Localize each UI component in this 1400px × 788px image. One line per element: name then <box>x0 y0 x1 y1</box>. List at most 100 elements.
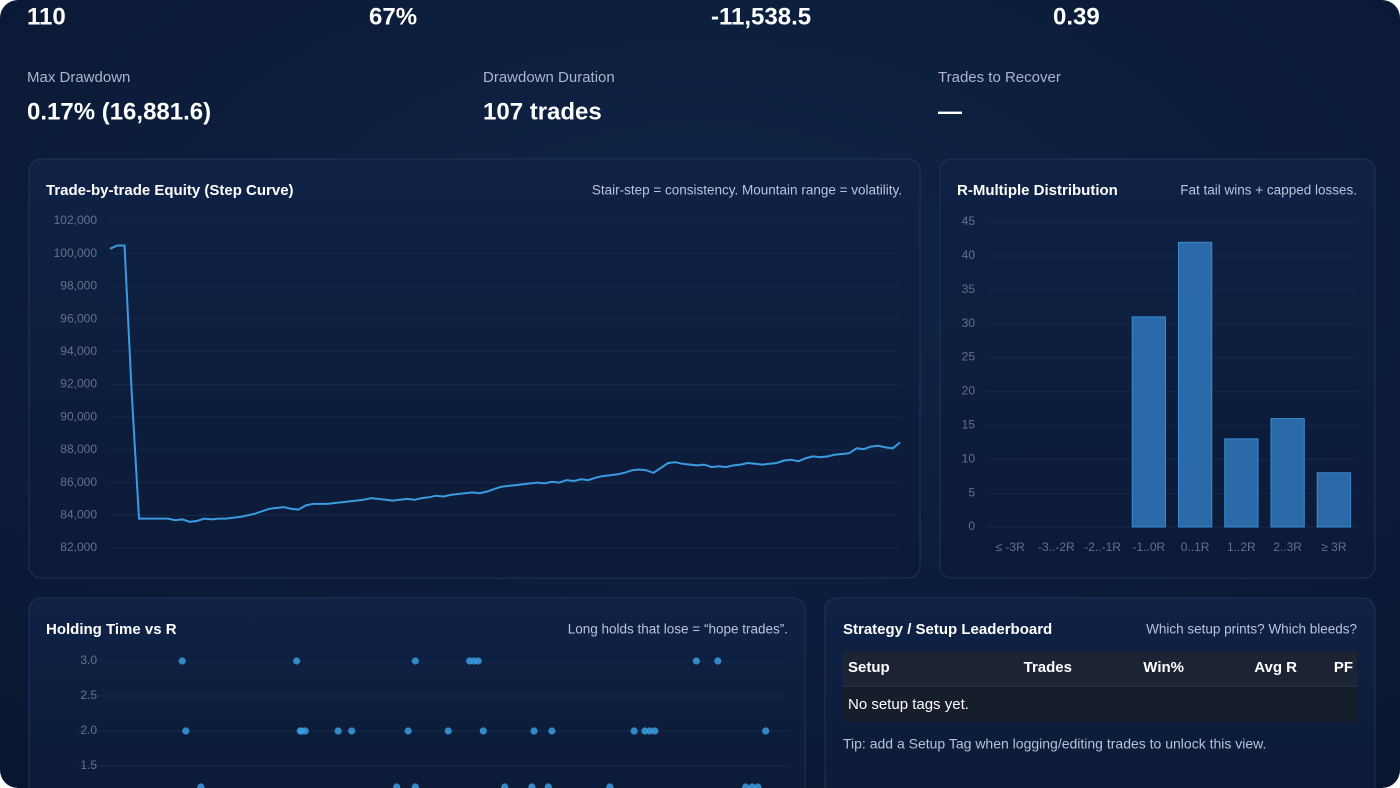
y-tick-label: 0 <box>968 519 975 533</box>
bar <box>1316 472 1352 528</box>
table-row <box>843 686 1357 722</box>
stat-value: -11,538.5 <box>711 3 811 30</box>
point <box>404 727 412 735</box>
chart-title: R-Multiple Distribution <box>957 182 1118 199</box>
point <box>714 657 722 665</box>
column-header: PF <box>1334 659 1353 676</box>
y-tick-label: 5 <box>968 485 975 499</box>
point <box>444 727 452 735</box>
stat-value: 107 trades <box>483 98 602 125</box>
y-tick-label: 2.5 <box>80 688 97 702</box>
chart-title: Trade-by-trade Equity (Step Curve) <box>46 182 294 199</box>
y-tick-label: 96,000 <box>60 311 97 325</box>
table-subtitle: Which setup prints? Which bleeds? <box>1146 622 1357 637</box>
stat-label: Trades to Recover <box>938 69 1061 86</box>
panel <box>28 158 921 579</box>
y-tick-label: 3.0 <box>80 653 97 667</box>
x-tick-label: -1..0R <box>1133 540 1166 554</box>
y-tick-label: 25 <box>962 350 976 364</box>
y-tick-label: 86,000 <box>60 475 97 489</box>
point <box>544 783 552 788</box>
y-tick-label: 98,000 <box>60 279 97 293</box>
point <box>197 783 205 788</box>
point <box>630 727 638 735</box>
y-tick-label: 92,000 <box>60 377 97 391</box>
point <box>742 783 750 788</box>
bar <box>1131 316 1167 528</box>
column-header: Win% <box>1143 659 1184 676</box>
column-header: Avg R <box>1254 659 1297 676</box>
y-tick-label: 82,000 <box>60 540 97 554</box>
point <box>692 657 700 665</box>
y-tick-label: 94,000 <box>60 344 97 358</box>
x-tick-label: 1..2R <box>1227 540 1256 554</box>
tip: Tip: add a Setup Tag when logging/editin… <box>843 736 1266 752</box>
point <box>651 727 659 735</box>
chart-subtitle: Long holds that lose = “hope trades”. <box>568 622 788 637</box>
point <box>334 727 342 735</box>
x-tick-label: ≤ -3R <box>995 540 1025 554</box>
x-tick-label: 2..3R <box>1273 540 1302 554</box>
stat-value: 67% <box>369 3 417 30</box>
stat-value: 0.17% (16,881.6) <box>27 98 211 125</box>
point <box>411 783 419 788</box>
point <box>646 727 654 735</box>
y-tick-label: 1.5 <box>80 758 97 772</box>
y-tick-label: 102,000 <box>54 213 98 227</box>
x-tick-label: ≥ 3R <box>1321 540 1347 554</box>
y-tick-label: 84,000 <box>60 507 97 521</box>
point <box>748 783 756 788</box>
x-tick-label: 0..1R <box>1181 540 1210 554</box>
table-title: Strategy / Setup Leaderboard <box>843 621 1052 638</box>
point <box>548 727 556 735</box>
y-tick-label: 100,000 <box>54 246 98 260</box>
point <box>301 727 309 735</box>
point <box>474 657 482 665</box>
point <box>348 727 356 735</box>
table-header <box>843 651 1357 686</box>
chart-subtitle: Stair-step = consistency. Mountain range… <box>592 183 902 198</box>
stat-label: Drawdown Duration <box>483 69 615 86</box>
point <box>530 727 538 735</box>
stat-value: 0.39 <box>1053 3 1100 30</box>
y-tick-label: 45 <box>962 214 976 228</box>
y-tick-label: 88,000 <box>60 442 97 456</box>
y-tick-label: 10 <box>962 451 976 465</box>
bar <box>1177 241 1213 528</box>
stat-label: Max Drawdown <box>27 69 130 86</box>
stat-value: — <box>938 98 962 125</box>
point <box>411 657 419 665</box>
point <box>606 783 614 788</box>
y-tick-label: 2.0 <box>80 723 97 737</box>
stat-value: 110 <box>27 3 66 30</box>
point <box>479 727 487 735</box>
point <box>182 727 190 735</box>
y-tick-label: 90,000 <box>60 409 97 423</box>
point <box>293 657 301 665</box>
empty-message: No setup tags yet. <box>848 696 969 713</box>
y-tick-label: 35 <box>962 282 976 296</box>
equity-line <box>109 244 901 523</box>
y-tick-label: 20 <box>962 384 976 398</box>
bar <box>1224 438 1259 528</box>
point <box>178 657 186 665</box>
chart-subtitle: Fat tail wins + capped losses. <box>1180 183 1357 198</box>
point <box>528 783 536 788</box>
x-tick-label: -3..-2R <box>1038 540 1075 554</box>
y-tick-label: 40 <box>962 248 976 262</box>
y-tick-label: 15 <box>962 418 976 432</box>
bar <box>1270 418 1305 528</box>
panel <box>28 597 806 788</box>
point <box>754 783 762 788</box>
y-tick-label: 30 <box>962 316 976 330</box>
column-header: Setup <box>848 659 890 676</box>
point <box>762 727 770 735</box>
column-header: Trades <box>1024 659 1072 676</box>
chart-title: Holding Time vs R <box>46 621 177 638</box>
point <box>393 783 401 788</box>
point <box>641 727 649 735</box>
point <box>501 783 509 788</box>
x-tick-label: -2..-1R <box>1084 540 1121 554</box>
